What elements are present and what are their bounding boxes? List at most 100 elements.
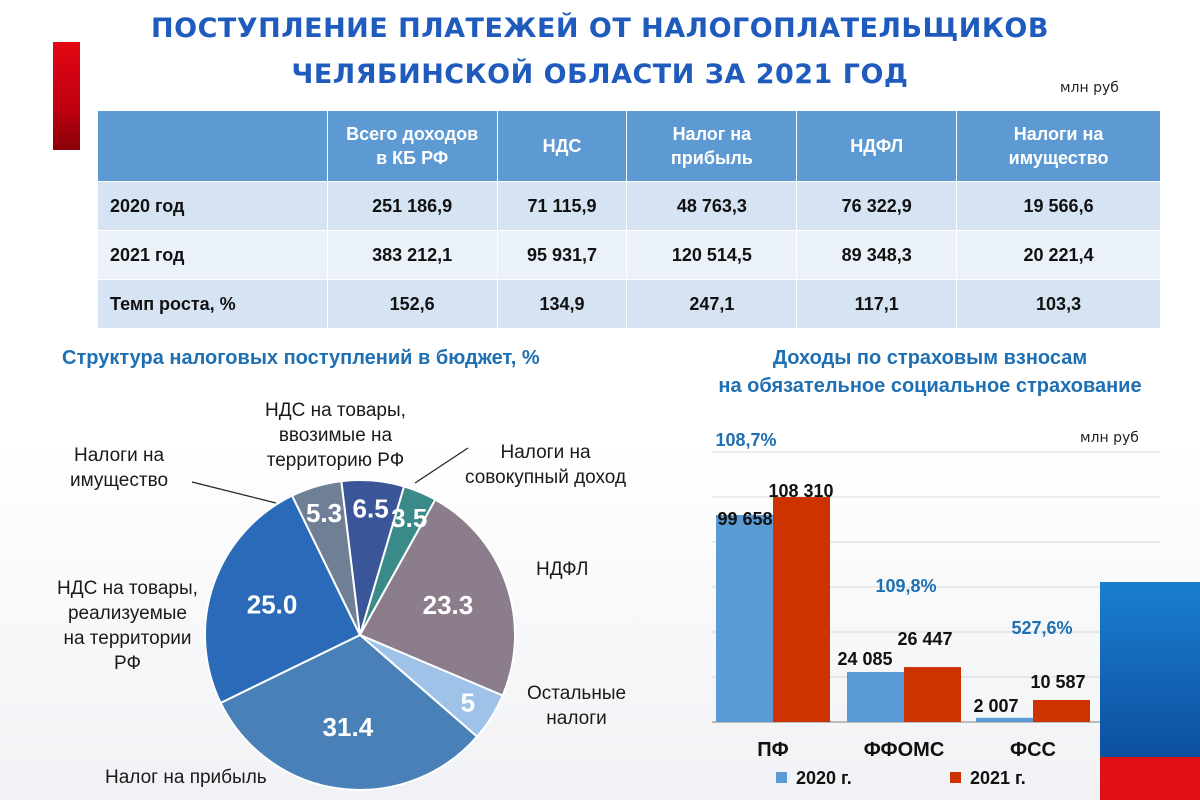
bar-value-label: 10 587 xyxy=(1030,672,1085,692)
table-cell: 76 322,9 xyxy=(796,181,958,231)
bar-value-label: 2 007 xyxy=(973,696,1018,716)
table-cell: 120 514,5 xyxy=(626,230,798,280)
label-line: Налоги на xyxy=(73,445,165,466)
table-cell: 152,6 xyxy=(326,279,498,329)
bar-value-label: 99 658 xyxy=(717,509,772,529)
table-unit: млн руб xyxy=(1060,80,1119,96)
table-row: 2020 год 251 186,9 71 115,9 48 763,3 76 … xyxy=(97,181,1161,231)
bar-chart-title: Доходы по страховым взносам на обязатель… xyxy=(700,344,1160,400)
pie-slice xyxy=(204,494,362,705)
title-line-1: ПОСТУПЛЕНИЕ ПЛАТЕЖЕЙ ОТ НАЛОГОПЛАТЕЛЬЩИК… xyxy=(151,13,1049,44)
growth-label: 109,8% xyxy=(875,576,936,596)
pie-value-label: 3.5 xyxy=(391,503,427,533)
header-text: Всего доходов xyxy=(346,124,479,144)
pie-label-vat-domestic: НДС на товары, реализуемые на территории… xyxy=(57,576,198,676)
pie-label-profit: Налог на прибыль xyxy=(105,767,267,788)
growth-label: 108,7% xyxy=(715,430,776,450)
table-header-cell: НДС xyxy=(496,110,628,182)
bar xyxy=(773,497,830,722)
pie-label-ndfl: НДФЛ xyxy=(536,559,589,580)
table-header-cell: НДФЛ xyxy=(796,110,958,182)
bar-legend: 2020 г. 2021 г. xyxy=(776,768,1026,788)
table-cell: 89 348,3 xyxy=(796,230,958,280)
header-text: НДФЛ xyxy=(850,136,904,156)
table-cell: 117,1 xyxy=(796,279,958,329)
legend-swatch xyxy=(950,772,961,783)
bar-value-label: 108 310 xyxy=(768,481,833,501)
table-cell: 251 186,9 xyxy=(326,181,498,231)
leader-line xyxy=(414,447,469,484)
row-label: 2021 год xyxy=(97,230,328,280)
bar-title-line-2: на обязательное социальное страхование xyxy=(718,375,1142,397)
pie-value-label: 5 xyxy=(461,687,475,717)
bar-value-label: 24 085 xyxy=(837,649,892,669)
label-line: ввозимые на xyxy=(278,425,393,446)
pie-label-combined: Налоги на совокупный доход xyxy=(465,440,626,490)
pie-slice xyxy=(358,498,516,697)
table-cell: 19 566,6 xyxy=(956,181,1161,231)
label-line: на территории xyxy=(63,628,192,649)
table-cell: 71 115,9 xyxy=(496,181,628,231)
page-title: ПОСТУПЛЕНИЕ ПЛАТЕЖЕЙ ОТ НАЛОГОПЛАТЕЛЬЩИК… xyxy=(130,6,1070,98)
pie-value-label: 5.3 xyxy=(306,498,342,528)
pie-slices xyxy=(204,479,516,791)
growth-label: 527,6% xyxy=(1011,618,1072,638)
decor-flag-bar xyxy=(1100,582,1200,800)
legend-swatch xyxy=(776,772,787,783)
pie-slice xyxy=(340,479,406,636)
header-text: Налог на xyxy=(672,124,752,144)
tax-table: Всего доходов в КБ РФ НДС Налог на прибыль… xyxy=(97,110,1161,329)
pie-label-vat-import: НДС на товары, ввозимые на территорию РФ xyxy=(265,398,406,473)
table-header-cell: Налог на прибыль xyxy=(626,110,798,182)
bar xyxy=(716,515,773,722)
row-label: Темп роста, % xyxy=(97,279,328,329)
table-header-row: Всего доходов в КБ РФ НДС Налог на прибыль… xyxy=(97,110,1161,182)
label-line: совокупный доход xyxy=(465,467,627,488)
label-line: имущество xyxy=(70,470,169,491)
decor-red xyxy=(1100,757,1200,800)
red-accent-bar xyxy=(53,42,80,150)
label-line: НДС на товары, xyxy=(57,578,198,599)
bar xyxy=(976,717,1033,722)
bar-title-line-1: Доходы по страховым взносам xyxy=(772,347,1088,369)
table-header-cell: Налоги на имущество xyxy=(956,110,1161,182)
bar-labels: ПФ ФФОМС ФСС 99 658 24 085 2 007 108 310 26 447… xyxy=(715,430,1085,761)
leader-line xyxy=(191,481,277,504)
title-line-2: ЧЕЛЯБИНСКОЙ ОБЛАСТИ ЗА 2021 ГОД xyxy=(291,59,909,90)
pie-slice xyxy=(219,633,479,791)
label-line: реализуемые xyxy=(67,603,187,624)
decor-blue xyxy=(1100,582,1200,757)
pie-value-label: 25.0 xyxy=(247,590,298,620)
pie-values: 3.5 23.3 5 31.4 25.0 5.3 6.5 xyxy=(247,493,475,742)
header-text: НДС xyxy=(542,136,582,156)
label-line: Налоги на xyxy=(500,442,591,463)
legend-label: 2021 г. xyxy=(970,768,1026,788)
bar-value-label: 26 447 xyxy=(897,629,952,649)
bar xyxy=(1033,700,1090,722)
pie-label-property: Налоги на имущество xyxy=(70,443,168,493)
x-tick-label: ФСС xyxy=(1010,739,1056,761)
table-cell: 134,9 xyxy=(496,279,628,329)
label-line: НДС на товары, xyxy=(265,400,406,421)
label-line: территорию РФ xyxy=(266,450,405,471)
bar-unit: млн руб xyxy=(1080,430,1139,446)
table-row: Темп роста, % 152,6 134,9 247,1 117,1 10… xyxy=(97,279,1161,329)
pie-value-label: 6.5 xyxy=(353,493,389,523)
bar xyxy=(904,667,961,722)
pie-title: Структура налоговых поступлений в бюджет… xyxy=(62,347,540,369)
header-text: прибыль xyxy=(670,148,753,168)
pie-value-label: 23.3 xyxy=(423,590,474,620)
legend-label: 2020 г. xyxy=(796,768,852,788)
table-cell: 103,3 xyxy=(956,279,1161,329)
table-cell: 95 931,7 xyxy=(496,230,628,280)
table-header-cell: Всего доходов в КБ РФ xyxy=(326,110,498,182)
x-tick-label: ПФ xyxy=(757,739,788,761)
label-line: РФ xyxy=(114,653,141,674)
bar-marks xyxy=(716,497,1090,722)
label-line: Остальные xyxy=(527,683,627,704)
table-cell: 20 221,4 xyxy=(956,230,1161,280)
table-cell: 48 763,3 xyxy=(626,181,798,231)
header-text: в КБ РФ xyxy=(376,148,449,168)
